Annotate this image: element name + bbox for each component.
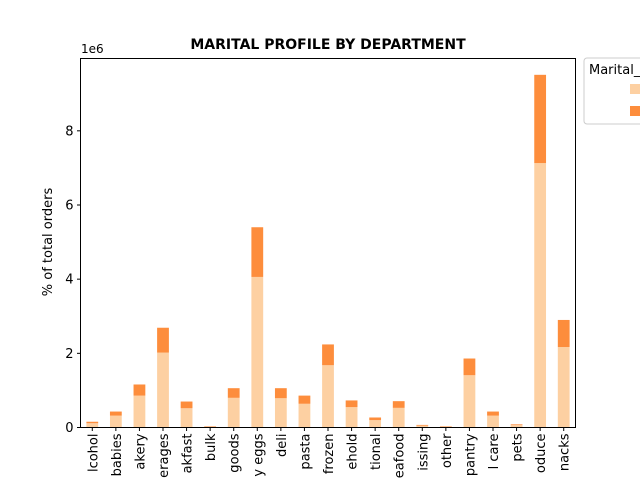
bar-2-10 xyxy=(322,344,334,366)
bar-1-17 xyxy=(487,415,499,428)
y-offset-label: 1e6 xyxy=(81,42,104,56)
bar-1-20 xyxy=(557,347,570,428)
x-tick-label: oduce xyxy=(534,434,549,474)
chart-title: MARITAL PROFILE BY DEPARTMENT xyxy=(190,37,466,53)
bar-2-6 xyxy=(227,388,240,398)
bar-1-10 xyxy=(322,365,334,428)
bar-1-7 xyxy=(251,276,264,428)
legend-title: Marital_ xyxy=(589,63,640,78)
bar-1-13 xyxy=(392,407,405,428)
bar-2-0 xyxy=(86,421,99,424)
bars-group xyxy=(86,74,570,428)
x-tick-label: pasta xyxy=(298,434,313,470)
x-tick-label: nacks xyxy=(558,433,573,471)
bar-1-12 xyxy=(369,420,382,428)
x-tick-label: lcohol xyxy=(86,434,101,473)
bar-1-1 xyxy=(109,415,122,428)
bar-2-7 xyxy=(251,227,264,277)
bar-2-3 xyxy=(157,327,169,353)
legend-box xyxy=(583,57,640,125)
y-axis-label: % of total orders xyxy=(41,188,56,297)
legend-swatch-series-2 xyxy=(630,106,640,116)
legend-swatch-series-1 xyxy=(630,84,640,94)
bar-1-8 xyxy=(274,398,287,428)
bar-1-0 xyxy=(86,423,99,428)
bar-2-13 xyxy=(392,401,405,408)
bar-2-8 xyxy=(274,388,287,399)
bar-1-19 xyxy=(534,163,547,428)
bar-1-3 xyxy=(157,352,169,428)
x-tick-label: eafood xyxy=(393,434,408,479)
legend: Marital_ xyxy=(583,57,640,125)
x-tick-label: erages xyxy=(157,433,172,478)
y-tick-label: 2 xyxy=(65,347,73,362)
plot-frame xyxy=(80,58,576,428)
x-tick-label: l care xyxy=(487,434,502,470)
bar-2-1 xyxy=(109,411,122,416)
bar-2-11 xyxy=(345,400,358,408)
bar-1-16 xyxy=(463,375,476,428)
bar-2-14 xyxy=(416,424,429,426)
x-tick-label: goods xyxy=(228,433,243,472)
x-tick-label: pantry xyxy=(463,433,478,476)
bar-2-9 xyxy=(298,395,311,404)
bar-1-18 xyxy=(510,425,523,428)
bar-2-4 xyxy=(180,401,193,409)
x-tick-label: other xyxy=(440,433,455,468)
x-tick-label: akfast xyxy=(181,434,196,474)
bar-1-4 xyxy=(180,408,193,428)
bar-1-11 xyxy=(345,407,358,428)
bar-2-12 xyxy=(369,417,382,421)
x-tick-label: frozen xyxy=(322,434,337,475)
x-tick-label: babies xyxy=(110,433,125,476)
y-tick-label: 8 xyxy=(65,124,73,139)
x-tick-label: bulk xyxy=(204,433,219,461)
x-tick-label: y eggs xyxy=(251,433,266,476)
bar-2-2 xyxy=(133,384,146,396)
y-tick-label: 6 xyxy=(65,198,73,213)
bar-2-18 xyxy=(510,424,523,426)
y-tick-label: 4 xyxy=(65,273,73,288)
x-tick-label: tional xyxy=(369,434,384,470)
x-tick-label: deli xyxy=(275,434,290,457)
bar-2-16 xyxy=(463,358,476,376)
bar-1-6 xyxy=(227,397,240,428)
x-tick-label: ehold xyxy=(346,434,361,470)
x-ticks-group: lcohol babies akery erages akfast bulk goods y … xyxy=(86,427,573,479)
x-tick-label: issing xyxy=(416,434,431,471)
x-tick-label: akery xyxy=(133,433,148,469)
bar-2-17 xyxy=(487,411,499,416)
bar-1-2 xyxy=(133,395,146,428)
bar-1-14 xyxy=(416,425,429,428)
y-tick-label: 0 xyxy=(65,421,73,436)
y-ticks-group: 0 2 4 6 8 xyxy=(65,124,81,436)
bar-2-19 xyxy=(534,74,547,164)
x-tick-label: pets xyxy=(511,433,526,461)
bar-1-9 xyxy=(298,403,311,428)
bar-2-20 xyxy=(557,319,570,348)
